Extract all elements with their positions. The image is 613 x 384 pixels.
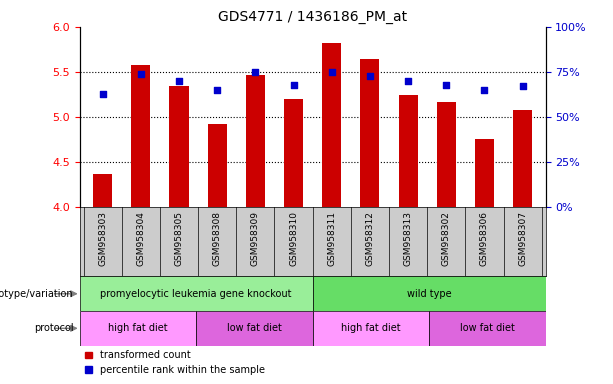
Text: GSM958306: GSM958306 [480,211,489,266]
Point [251,69,261,75]
Text: low fat diet: low fat diet [227,323,282,333]
Bar [131,65,150,207]
Bar [313,311,429,346]
Bar [93,174,112,207]
Text: GSM958303: GSM958303 [98,211,107,266]
Text: GSM958307: GSM958307 [518,211,527,266]
Text: high fat diet: high fat diet [108,323,168,333]
Point [327,69,337,75]
Bar [313,276,546,311]
Point [136,71,146,77]
Text: low fat diet: low fat diet [460,323,515,333]
Text: GSM958302: GSM958302 [442,211,451,266]
Text: genotype/variation: genotype/variation [0,289,74,299]
Point [403,78,413,84]
Text: promyelocytic leukemia gene knockout: promyelocytic leukemia gene knockout [101,289,292,299]
Point [174,78,184,84]
Bar [284,99,303,207]
Bar [429,311,546,346]
Text: GSM958311: GSM958311 [327,211,336,266]
Point [97,91,107,97]
Point [518,83,528,89]
Bar [169,86,189,207]
Text: GSM958312: GSM958312 [365,211,375,266]
Bar [436,102,456,207]
Text: GSM958304: GSM958304 [136,211,145,266]
Text: GSM958305: GSM958305 [175,211,183,266]
Bar [398,96,417,207]
Bar [475,139,494,207]
Text: high fat diet: high fat diet [341,323,401,333]
Bar [80,276,313,311]
Bar [246,75,265,207]
Point [289,81,299,88]
Bar [196,311,313,346]
Bar [208,124,227,207]
Point [212,87,222,93]
Bar [513,110,532,207]
Point [365,73,375,79]
Text: protocol: protocol [34,323,74,333]
Point [479,87,489,93]
Text: GSM958309: GSM958309 [251,211,260,266]
Bar [322,43,341,207]
Title: GDS4771 / 1436186_PM_at: GDS4771 / 1436186_PM_at [218,10,407,25]
Text: GSM958308: GSM958308 [213,211,222,266]
Text: GSM958310: GSM958310 [289,211,298,266]
Point [441,81,451,88]
Bar [80,311,196,346]
Text: GSM958313: GSM958313 [403,211,413,266]
Legend: transformed count, percentile rank within the sample: transformed count, percentile rank withi… [85,351,265,375]
Text: wild type: wild type [407,289,451,299]
Bar [360,60,379,207]
